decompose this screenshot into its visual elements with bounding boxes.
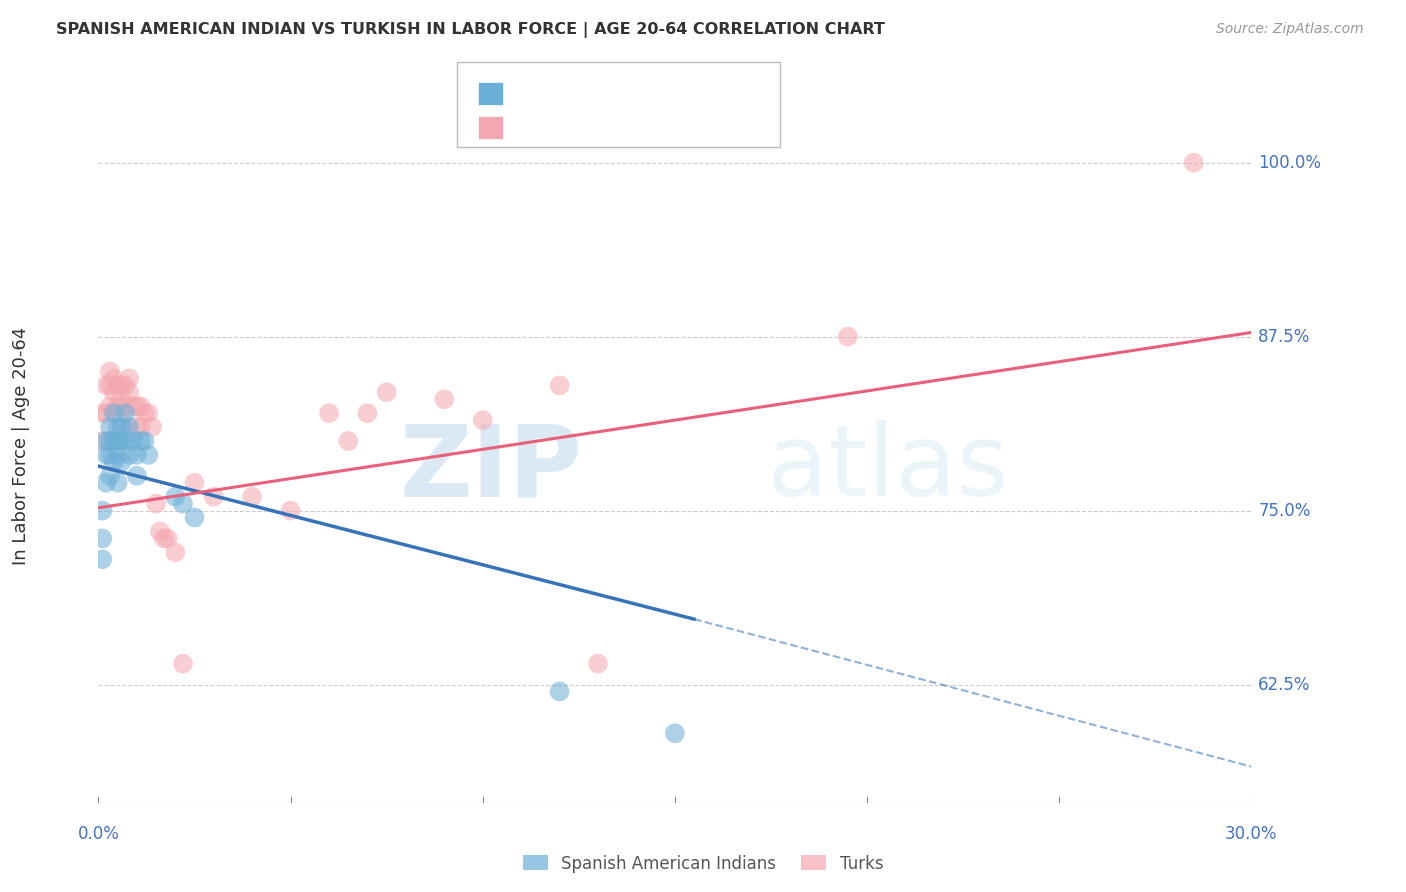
- Point: [134, 406, 156, 420]
- Point: [118, 385, 141, 400]
- Text: SPANISH AMERICAN INDIAN VS TURKISH IN LABOR FORCE | AGE 20-64 CORRELATION CHART: SPANISH AMERICAN INDIAN VS TURKISH IN LA…: [56, 22, 886, 38]
- Point: [183, 510, 205, 524]
- Text: 75.0%: 75.0%: [1258, 501, 1310, 519]
- Point: [118, 448, 141, 462]
- Point: [240, 490, 263, 504]
- Text: atlas: atlas: [768, 420, 1008, 517]
- Point: [145, 497, 167, 511]
- Point: [356, 406, 378, 420]
- Point: [103, 406, 125, 420]
- Text: 30.0%: 30.0%: [1225, 825, 1278, 843]
- Point: [107, 448, 129, 462]
- Point: [125, 399, 148, 413]
- Point: [107, 475, 129, 490]
- Point: [122, 434, 145, 448]
- Point: [110, 413, 132, 427]
- Point: [98, 420, 121, 434]
- Point: [114, 434, 136, 448]
- Point: [94, 406, 117, 420]
- Point: [134, 434, 156, 448]
- Text: Source: ZipAtlas.com: Source: ZipAtlas.com: [1216, 22, 1364, 37]
- Point: [837, 329, 859, 343]
- Point: [98, 364, 121, 378]
- Point: [129, 420, 152, 434]
- Point: [94, 448, 117, 462]
- Point: [149, 524, 172, 539]
- Point: [664, 726, 686, 740]
- Point: [118, 420, 141, 434]
- Point: [114, 378, 136, 392]
- Point: [94, 378, 117, 392]
- Point: [337, 434, 360, 448]
- Point: [125, 420, 148, 434]
- Point: [110, 378, 132, 392]
- Point: [98, 468, 121, 483]
- Point: [98, 378, 121, 392]
- Point: [129, 434, 152, 448]
- Point: [107, 378, 129, 392]
- Point: [103, 371, 125, 385]
- Point: [125, 468, 148, 483]
- Legend: Spanish American Indians, Turks: Spanish American Indians, Turks: [516, 848, 890, 880]
- Point: [91, 552, 114, 566]
- Point: [114, 406, 136, 420]
- Point: [107, 399, 129, 413]
- Point: [433, 392, 456, 407]
- Point: [98, 448, 121, 462]
- Point: [280, 503, 302, 517]
- Point: [91, 434, 114, 448]
- Point: [125, 448, 148, 462]
- Point: [165, 545, 187, 559]
- Point: [118, 371, 141, 385]
- Point: [471, 413, 494, 427]
- Point: [98, 399, 121, 413]
- Point: [152, 532, 174, 546]
- Point: [138, 448, 160, 462]
- Point: [103, 385, 125, 400]
- Point: [138, 406, 160, 420]
- Point: [110, 455, 132, 469]
- Point: [202, 490, 225, 504]
- Point: [103, 434, 125, 448]
- Point: [107, 420, 129, 434]
- Point: [1182, 155, 1205, 169]
- Point: [586, 657, 609, 671]
- Point: [110, 434, 132, 448]
- Point: [94, 434, 117, 448]
- Point: [172, 657, 194, 671]
- Point: [110, 420, 132, 434]
- Text: R = -0.189   N = 35: R = -0.189 N = 35: [513, 86, 671, 101]
- Point: [318, 406, 340, 420]
- Point: [110, 392, 132, 407]
- Point: [103, 455, 125, 469]
- Point: [172, 497, 194, 511]
- Text: 87.5%: 87.5%: [1258, 327, 1310, 345]
- Text: 100.0%: 100.0%: [1258, 153, 1322, 171]
- Point: [107, 434, 129, 448]
- Text: R =  0.241   N = 46: R = 0.241 N = 46: [513, 120, 671, 135]
- Point: [98, 434, 121, 448]
- Point: [91, 406, 114, 420]
- Point: [165, 490, 187, 504]
- Point: [141, 420, 163, 434]
- Point: [94, 475, 117, 490]
- Point: [129, 399, 152, 413]
- Text: ZIP: ZIP: [399, 420, 582, 517]
- Point: [156, 532, 179, 546]
- Text: 62.5%: 62.5%: [1258, 675, 1310, 693]
- Point: [375, 385, 398, 400]
- Text: In Labor Force | Age 20-64: In Labor Force | Age 20-64: [13, 326, 30, 566]
- Point: [183, 475, 205, 490]
- Point: [548, 684, 571, 698]
- Point: [114, 399, 136, 413]
- Point: [548, 378, 571, 392]
- Text: 0.0%: 0.0%: [77, 825, 120, 843]
- Point: [91, 532, 114, 546]
- Point: [122, 399, 145, 413]
- Point: [91, 503, 114, 517]
